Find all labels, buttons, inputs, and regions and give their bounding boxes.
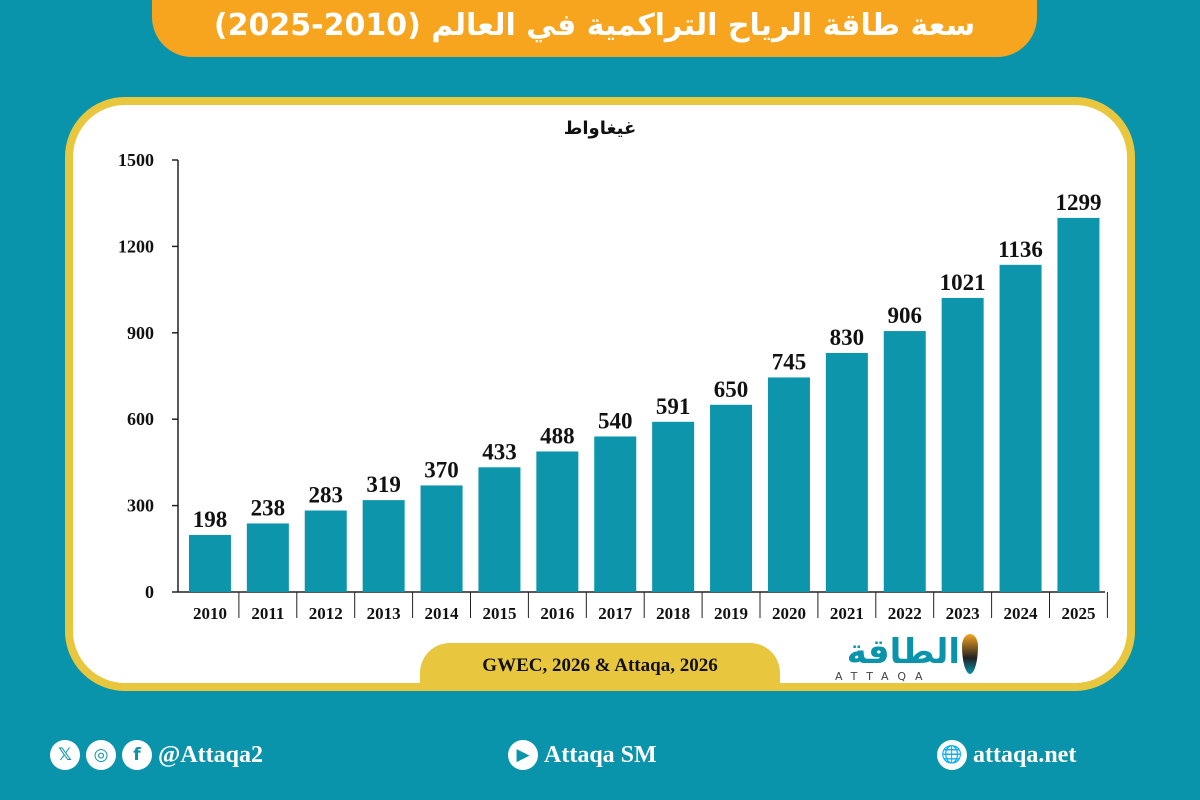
x-tick-label: 2014 — [425, 604, 460, 623]
data-label: 488 — [540, 423, 575, 448]
bar — [710, 404, 753, 592]
y-tick-label: 600 — [127, 409, 154, 429]
data-label: 319 — [366, 472, 401, 497]
bar — [1057, 217, 1100, 592]
bar — [594, 436, 637, 592]
x-tick-label: 2015 — [482, 604, 516, 623]
x-icon[interactable]: 𝕏 — [50, 740, 80, 770]
x-tick-label: 2017 — [598, 604, 633, 623]
y-tick-label: 1500 — [118, 150, 154, 170]
social-handle[interactable]: @Attaqa2 — [158, 741, 263, 768]
youtube-link[interactable]: ▶ Attaqa SM — [508, 740, 657, 770]
data-label: 650 — [714, 377, 749, 402]
data-label: 830 — [830, 325, 865, 350]
social-links: 𝕏 ◎ f @Attaqa2 — [50, 740, 263, 770]
data-label: 540 — [598, 408, 633, 433]
instagram-icon[interactable]: ◎ — [86, 740, 116, 770]
y-tick-label: 0 — [145, 582, 154, 602]
logo-arabic: الطاقة — [846, 632, 960, 672]
bar — [536, 451, 579, 592]
bar — [188, 534, 231, 592]
x-tick-label: 2013 — [367, 604, 401, 623]
y-axis-unit: غيغاواط — [563, 118, 637, 139]
y-tick-label: 300 — [127, 496, 154, 516]
x-tick-label: 2022 — [888, 604, 922, 623]
bar — [883, 331, 926, 592]
x-tick-label: 2019 — [714, 604, 748, 623]
data-label: 1136 — [998, 237, 1043, 262]
data-label: 1021 — [940, 270, 986, 295]
y-tick-label: 1200 — [118, 236, 154, 256]
youtube-channel: Attaqa SM — [544, 741, 657, 768]
bar — [652, 421, 695, 592]
logo-latin: ATTAQA — [835, 670, 932, 683]
logo-drop-icon — [962, 634, 978, 674]
x-tick-label: 2010 — [193, 604, 227, 623]
bar — [941, 297, 984, 592]
x-tick-label: 2012 — [309, 604, 343, 623]
bar — [825, 352, 868, 592]
x-tick-label: 2020 — [772, 604, 806, 623]
x-tick-label: 2024 — [1004, 604, 1039, 623]
data-label: 906 — [888, 303, 923, 328]
x-tick-label: 2016 — [540, 604, 574, 623]
bar — [478, 467, 521, 592]
x-tick-label: 2018 — [656, 604, 690, 623]
bar — [246, 523, 289, 592]
x-tick-label: 2011 — [251, 604, 284, 623]
data-label: 433 — [482, 439, 517, 464]
data-label: 198 — [193, 507, 228, 532]
website-link[interactable]: 🌐 attaqa.net — [937, 740, 1076, 770]
data-label: 1299 — [1055, 190, 1101, 215]
data-label: 283 — [309, 482, 344, 507]
y-tick-label: 900 — [127, 323, 154, 343]
data-label: 370 — [424, 457, 459, 482]
bar — [304, 510, 347, 592]
data-label: 238 — [251, 495, 286, 520]
x-tick-label: 2021 — [830, 604, 864, 623]
x-tick-label: 2025 — [1061, 604, 1095, 623]
x-tick-label: 2023 — [946, 604, 980, 623]
source-text: GWEC, 2026 & Attaqa, 2026 — [482, 655, 718, 676]
bar-chart: 0 300 600 900 1200 1500 198 2010 238 2011 283 2012 3… — [118, 150, 1108, 623]
globe-icon: 🌐 — [937, 740, 967, 770]
youtube-icon: ▶ — [508, 740, 538, 770]
title-banner — [152, 0, 1037, 57]
data-label: 591 — [656, 394, 691, 419]
bar — [362, 500, 405, 592]
bar — [999, 264, 1042, 592]
data-label: 745 — [772, 349, 807, 374]
source-banner — [420, 643, 780, 691]
website-url: attaqa.net — [973, 741, 1077, 768]
chart-title: سعة طاقة الرياح التراكمية في العالم (201… — [213, 8, 976, 43]
bar — [420, 485, 463, 592]
attaqa-logo: الطاقة ATTAQA — [830, 632, 990, 683]
facebook-icon[interactable]: f — [122, 740, 152, 770]
bar — [767, 377, 810, 592]
